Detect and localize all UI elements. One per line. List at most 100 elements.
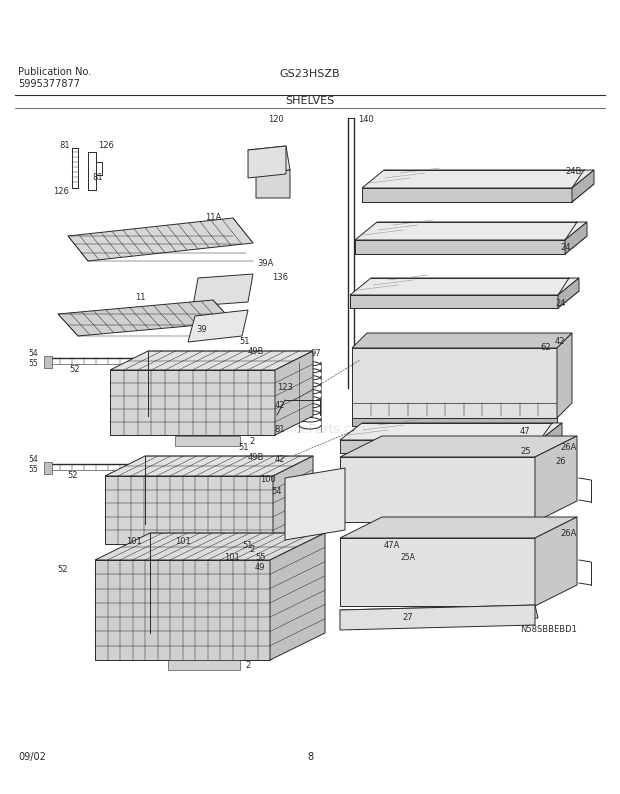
Text: 126: 126 — [98, 141, 114, 149]
Text: 49: 49 — [255, 564, 265, 572]
Polygon shape — [340, 605, 538, 622]
Text: 52: 52 — [68, 472, 78, 480]
Text: 52: 52 — [58, 565, 68, 575]
Polygon shape — [352, 333, 572, 348]
Text: 101: 101 — [175, 538, 191, 546]
Polygon shape — [248, 146, 286, 178]
Polygon shape — [340, 436, 562, 453]
Text: 47: 47 — [520, 427, 531, 437]
Polygon shape — [362, 188, 572, 202]
Text: 27: 27 — [402, 614, 414, 622]
Text: 55: 55 — [29, 359, 38, 368]
Text: 120: 120 — [268, 115, 284, 125]
Polygon shape — [110, 351, 313, 370]
Text: 51: 51 — [240, 337, 250, 346]
Polygon shape — [362, 184, 594, 202]
Text: 26A: 26A — [560, 444, 577, 453]
Text: 2: 2 — [249, 545, 255, 554]
Polygon shape — [340, 538, 535, 606]
Polygon shape — [340, 457, 535, 522]
Text: 81: 81 — [92, 174, 104, 183]
Polygon shape — [273, 456, 313, 544]
Polygon shape — [58, 300, 233, 336]
Text: 55: 55 — [29, 464, 38, 473]
Text: 11A: 11A — [205, 214, 221, 222]
Polygon shape — [285, 468, 345, 540]
Polygon shape — [355, 240, 565, 254]
Text: 25A: 25A — [401, 553, 415, 562]
Polygon shape — [340, 436, 577, 457]
Text: N58SBBEBD1: N58SBBEBD1 — [520, 626, 577, 634]
Text: 123: 123 — [277, 384, 293, 392]
Text: 136: 136 — [272, 273, 288, 283]
Polygon shape — [540, 423, 562, 453]
Polygon shape — [535, 436, 577, 522]
Text: 100: 100 — [260, 476, 276, 484]
Polygon shape — [256, 170, 290, 198]
Text: 2: 2 — [249, 437, 255, 445]
Text: 26A: 26A — [560, 530, 577, 538]
Polygon shape — [110, 370, 275, 435]
Text: 140: 140 — [358, 115, 374, 125]
Text: 47A: 47A — [384, 542, 400, 550]
Polygon shape — [340, 517, 577, 538]
Text: 5995377877: 5995377877 — [18, 79, 80, 89]
Polygon shape — [558, 278, 579, 308]
Polygon shape — [275, 351, 313, 435]
Polygon shape — [188, 310, 248, 342]
Polygon shape — [168, 660, 240, 670]
Text: 54: 54 — [29, 454, 38, 464]
Text: 101: 101 — [224, 553, 240, 562]
Text: GS23HSZB: GS23HSZB — [280, 69, 340, 79]
Text: 24: 24 — [555, 299, 565, 307]
Text: 81: 81 — [275, 426, 285, 434]
Polygon shape — [270, 533, 325, 660]
Polygon shape — [95, 560, 270, 660]
Polygon shape — [44, 356, 52, 368]
Polygon shape — [105, 476, 273, 544]
Text: 81: 81 — [60, 141, 70, 149]
Text: ApplianceParts.com: ApplianceParts.com — [248, 423, 372, 437]
Polygon shape — [340, 605, 535, 630]
Polygon shape — [362, 170, 594, 188]
Text: 11: 11 — [135, 294, 145, 303]
Polygon shape — [350, 278, 579, 295]
Polygon shape — [352, 348, 557, 418]
Polygon shape — [535, 517, 577, 606]
Polygon shape — [352, 418, 557, 426]
Polygon shape — [355, 222, 587, 240]
Text: Publication No.: Publication No. — [18, 67, 91, 77]
Polygon shape — [355, 236, 587, 254]
Polygon shape — [193, 274, 253, 306]
Text: 8: 8 — [307, 752, 313, 762]
Polygon shape — [175, 436, 240, 446]
Text: 24: 24 — [560, 244, 570, 252]
Polygon shape — [105, 456, 313, 476]
Polygon shape — [340, 423, 562, 440]
Polygon shape — [178, 545, 240, 555]
Polygon shape — [350, 295, 558, 308]
Text: 2: 2 — [246, 661, 250, 669]
Polygon shape — [350, 291, 579, 308]
Text: 42: 42 — [555, 337, 565, 346]
Polygon shape — [68, 218, 253, 261]
Polygon shape — [557, 333, 572, 418]
Text: 55: 55 — [255, 553, 265, 562]
Text: 101: 101 — [126, 538, 142, 546]
Text: 49B: 49B — [248, 348, 264, 357]
Text: 54: 54 — [29, 349, 38, 357]
Text: 62: 62 — [540, 342, 551, 352]
Polygon shape — [340, 440, 540, 453]
Polygon shape — [572, 170, 594, 202]
Text: 25: 25 — [520, 448, 531, 457]
Text: 39A: 39A — [257, 260, 273, 268]
Text: 97: 97 — [311, 349, 321, 359]
Text: 51: 51 — [243, 541, 253, 549]
Text: 52: 52 — [69, 365, 80, 375]
Text: 54: 54 — [272, 488, 282, 496]
Text: 26: 26 — [555, 457, 565, 467]
Text: 39: 39 — [197, 326, 207, 334]
Polygon shape — [95, 533, 325, 560]
Text: 51: 51 — [239, 444, 249, 453]
Text: 09/02: 09/02 — [18, 752, 46, 762]
